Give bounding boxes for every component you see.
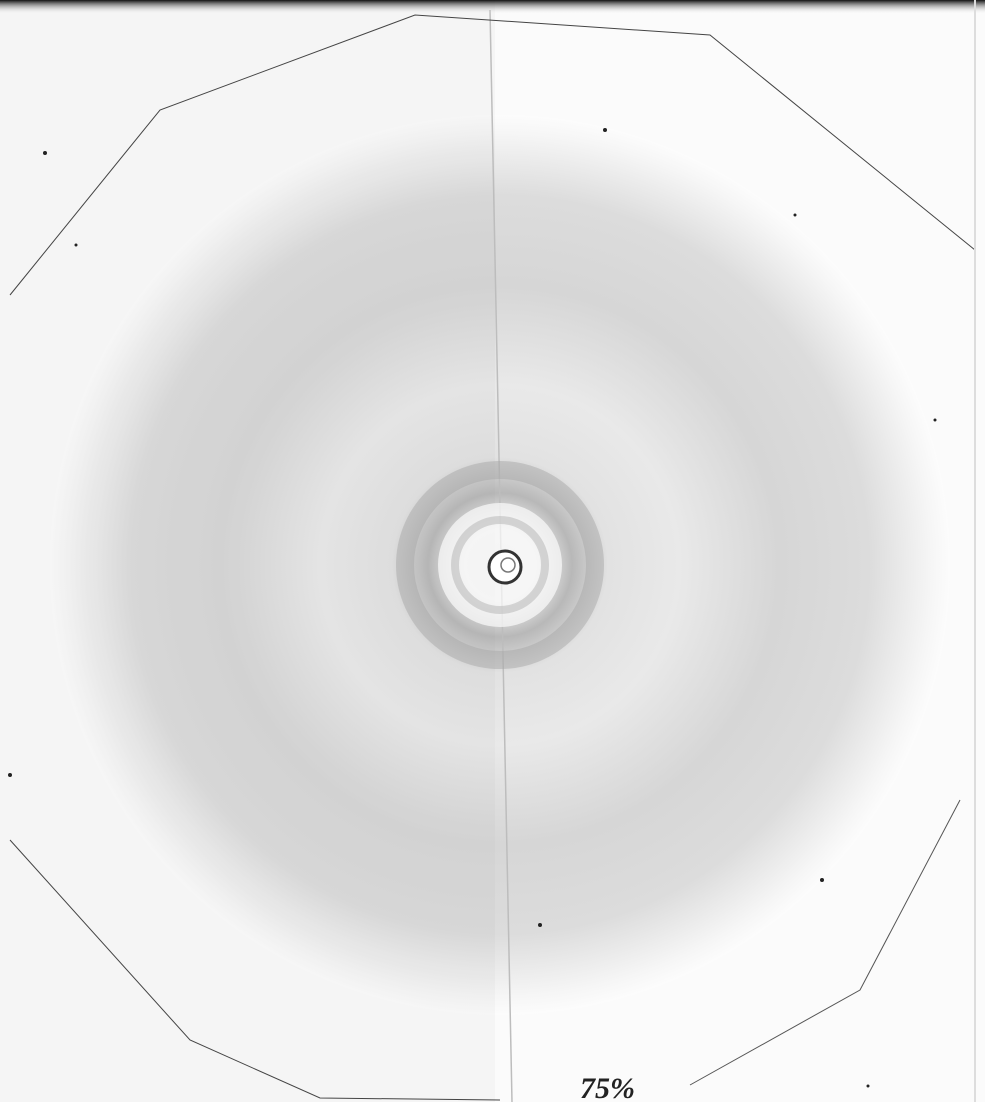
ring xyxy=(451,516,549,614)
handwritten-note: 75% xyxy=(580,1072,635,1102)
left-half-shade xyxy=(0,0,495,1102)
film-outline xyxy=(689,799,961,1086)
film-outline xyxy=(9,839,501,1101)
beam-stop xyxy=(487,549,523,585)
top-edge xyxy=(0,0,985,14)
beam-stop-inner xyxy=(500,557,516,573)
film-outline xyxy=(9,14,976,296)
specks xyxy=(8,128,937,1088)
ring xyxy=(396,461,604,669)
